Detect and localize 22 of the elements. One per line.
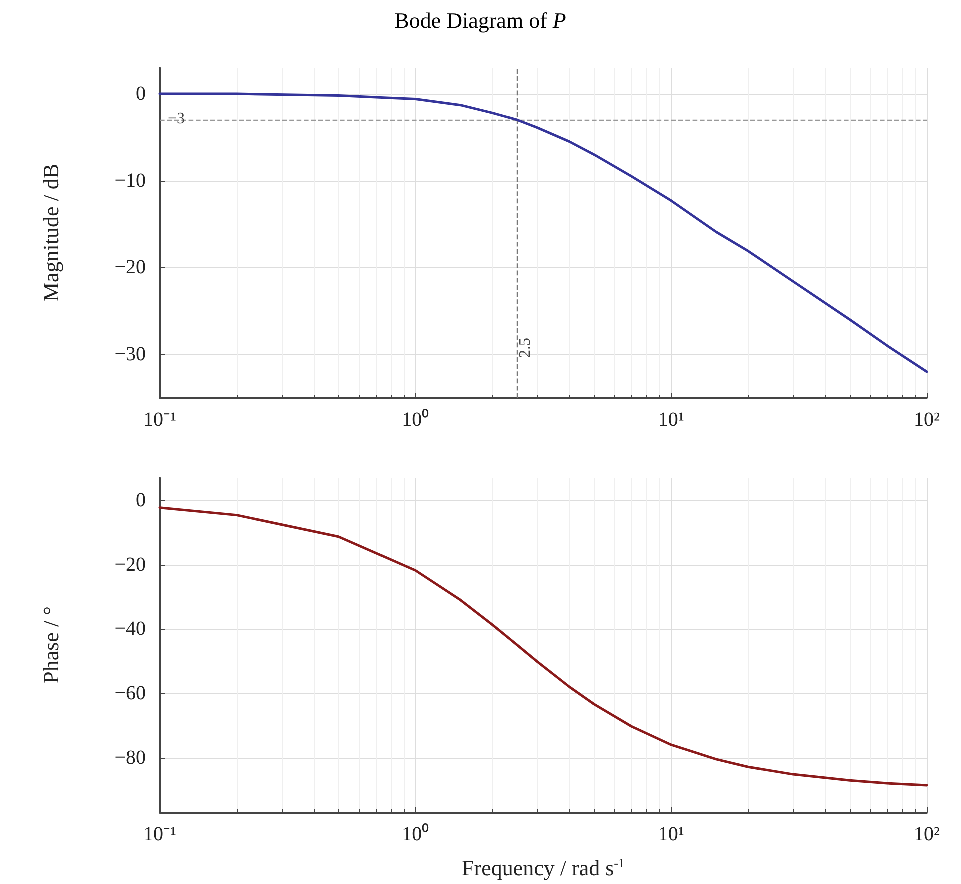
y-tick-label: −10	[114, 170, 146, 192]
x-tick-label: 10⁻¹	[144, 824, 176, 846]
y-tick-label: −80	[114, 746, 146, 769]
x-tick-label: 10²	[914, 824, 940, 846]
y-tick-label: −60	[114, 682, 146, 704]
y-tick-label: −30	[114, 344, 146, 366]
x-tick-label: 10¹	[658, 824, 684, 846]
x-tick-label: 10⁻¹	[144, 409, 176, 431]
y-tick-label: −40	[114, 618, 146, 640]
x-tick-label: 10⁰	[402, 408, 430, 431]
y-axis-title: Phase / °	[38, 606, 64, 684]
ref-line-label: −3	[168, 110, 186, 128]
x-tick-label: 10⁰	[402, 822, 430, 846]
y-axis-title: Magnitude / dB	[38, 164, 64, 302]
x-tick-label: 10²	[914, 409, 940, 431]
y-tick-label: 0	[136, 490, 146, 512]
y-tick-label: −20	[114, 554, 146, 576]
y-tick-label: 0	[136, 83, 146, 106]
chart-title: Bode Diagram of P	[394, 8, 568, 34]
ref-line-label: 2.5	[516, 338, 534, 358]
x-tick-label: 10¹	[658, 409, 684, 431]
y-tick-label: −20	[114, 256, 146, 279]
